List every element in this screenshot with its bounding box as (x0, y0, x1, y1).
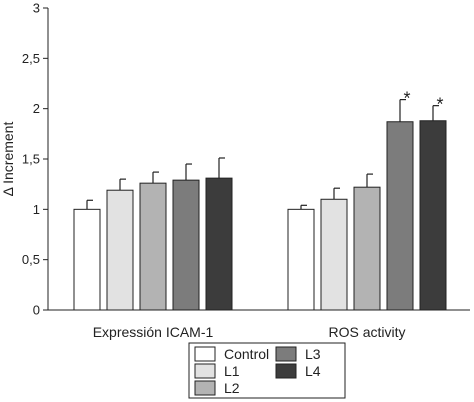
bar (287, 208, 315, 311)
legend-swatch (275, 346, 297, 362)
y-axis: 0 0,5 1 1,5 2 2,5 3 (22, 1, 49, 318)
category-labels: Expressión ICAM-1 ROS activity (93, 324, 406, 340)
y-tick-label: 2,5 (22, 51, 40, 66)
y-tick-label: 0,5 (22, 252, 40, 267)
y-tick-label: 1 (33, 202, 40, 217)
bar (353, 186, 381, 311)
bar (139, 182, 167, 311)
legend-label: Control (224, 346, 269, 362)
legend-swatch (194, 346, 216, 362)
legend-swatch (194, 380, 216, 396)
bar (106, 189, 134, 311)
significance-marker: * (403, 89, 410, 109)
bar (172, 179, 200, 311)
legend-swatch (194, 363, 216, 379)
category-label: Expressión ICAM-1 (93, 324, 214, 340)
legend-label: L4 (305, 363, 321, 379)
bar (73, 208, 101, 311)
legend-label: L3 (305, 346, 321, 362)
bar (419, 120, 447, 311)
bars: * * (73, 89, 447, 311)
y-tick-label: 2 (33, 101, 40, 116)
legend-label: L1 (224, 363, 240, 379)
y-tick-label: 1,5 (22, 152, 40, 167)
y-tick-label: 3 (33, 1, 40, 16)
y-ticks: 0 0,5 1 1,5 2 2,5 3 (22, 1, 48, 318)
significance-marker: * (436, 95, 443, 115)
y-axis-label: Δ Increment (0, 122, 16, 197)
legend-swatch (275, 363, 297, 379)
category-label: ROS activity (328, 324, 405, 340)
bar (386, 121, 414, 311)
bar (205, 177, 233, 311)
y-tick-label: 0 (33, 303, 40, 318)
legend-label: L2 (224, 380, 240, 396)
bar (320, 198, 348, 311)
